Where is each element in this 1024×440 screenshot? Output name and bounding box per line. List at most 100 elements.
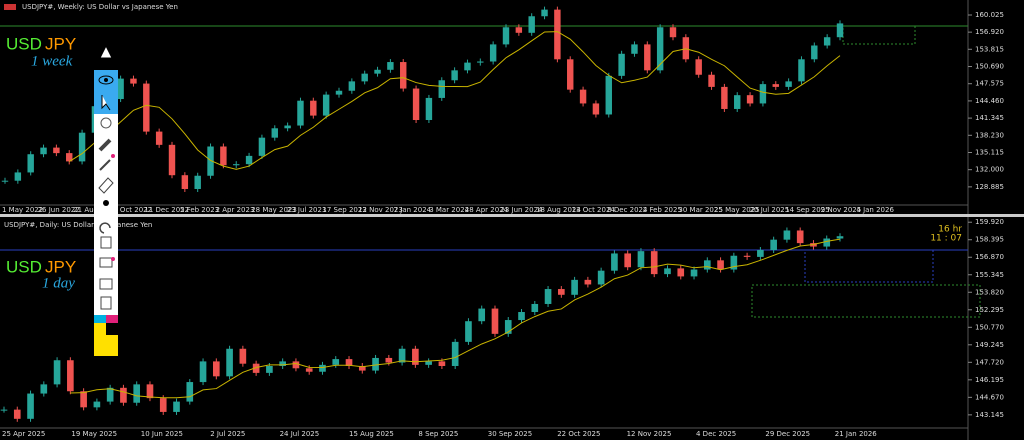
y-tick-label: 138.230 — [975, 131, 1004, 139]
candle — [258, 137, 266, 156]
candle — [173, 401, 180, 412]
candle — [558, 289, 565, 295]
y-tick-label: 150.770 — [975, 323, 1004, 331]
color-swatch[interactable] — [106, 323, 118, 335]
candle — [66, 153, 73, 162]
candle — [451, 70, 458, 81]
candle — [40, 147, 47, 155]
x-tick-label: 5 Feb 2023 — [180, 206, 219, 214]
magnet-icon[interactable] — [100, 117, 112, 129]
y-tick-label: 153.815 — [975, 45, 1004, 53]
x-tick-label: 7 Jan 2024 — [394, 206, 432, 214]
candle — [798, 59, 805, 82]
candle — [592, 103, 600, 115]
x-tick-label: 23 Jun 2024 — [500, 206, 543, 214]
symbol-quote: JPY — [45, 257, 76, 276]
x-tick-label: 21 Jan 2026 — [835, 430, 878, 438]
candle — [358, 365, 366, 371]
candle — [746, 95, 754, 104]
candle — [106, 387, 114, 402]
x-tick-label: 30 Sep 2025 — [488, 430, 532, 438]
x-tick-label: 18 Aug 2024 — [536, 206, 581, 214]
candle — [785, 81, 792, 87]
dot — [111, 154, 115, 158]
x-tick-label: 4 Jan 2026 — [856, 206, 894, 214]
candle — [757, 250, 764, 257]
candle — [783, 230, 791, 240]
color-swatch[interactable] — [106, 315, 118, 323]
candle — [656, 27, 664, 71]
y-tick-label: 147.720 — [975, 358, 1004, 366]
candle — [361, 73, 368, 82]
x-tick-label: 1 May 2022 — [2, 206, 43, 214]
candle — [233, 164, 240, 166]
candle — [266, 365, 273, 373]
x-tick-label: 3 Mar 2024 — [429, 206, 469, 214]
toolbar-active — [94, 70, 118, 114]
template-icon[interactable] — [99, 257, 113, 268]
y-tick-label: 144.460 — [975, 97, 1004, 105]
candle — [27, 154, 34, 173]
candle — [252, 363, 260, 373]
candle — [284, 125, 291, 129]
eye-pupil — [104, 78, 108, 82]
candle — [292, 361, 300, 369]
color-swatch[interactable] — [94, 315, 106, 323]
candle — [385, 357, 393, 363]
candle — [412, 88, 420, 121]
x-tick-label: 22 Oct 2025 — [557, 430, 600, 438]
line-icon[interactable] — [99, 159, 111, 171]
zone — [751, 284, 981, 318]
eye-icon[interactable] — [98, 75, 114, 85]
candle — [554, 9, 561, 60]
candle — [734, 95, 741, 109]
y-tick-label: 128.885 — [975, 183, 1004, 191]
timeframe: 1 week — [31, 53, 73, 69]
candle — [478, 308, 486, 322]
candle — [67, 360, 74, 392]
candle — [348, 81, 356, 91]
x-tick-label: 28 May 2023 — [251, 206, 297, 214]
zone — [804, 249, 934, 283]
eraser-icon[interactable] — [98, 177, 114, 194]
x-tick-label: 26 Jun 2022 — [38, 206, 80, 214]
candle — [770, 239, 777, 251]
x-tick-label: 23 Jul 2023 — [287, 206, 327, 214]
trash-icon[interactable] — [100, 236, 112, 249]
candle — [465, 321, 472, 342]
candle — [571, 279, 578, 295]
color-swatch[interactable] — [94, 323, 106, 335]
candle — [477, 61, 484, 63]
y-tick-label: 147.575 — [975, 80, 1004, 88]
candle — [489, 44, 497, 62]
candle — [387, 62, 394, 70]
candle — [584, 279, 592, 285]
candle — [27, 393, 34, 419]
pencil-icon[interactable] — [98, 138, 112, 152]
pen-icon[interactable] — [99, 44, 113, 59]
candle — [322, 94, 330, 116]
candle — [438, 80, 445, 98]
camera-icon[interactable] — [99, 278, 113, 290]
x-tick-label: 17 Sep 2023 — [322, 206, 366, 214]
candle — [721, 86, 728, 109]
candle — [669, 27, 677, 38]
candle — [823, 238, 831, 247]
candle — [319, 364, 326, 372]
candle — [637, 251, 645, 268]
candle — [618, 53, 625, 76]
chart-title: USDJPY#, Weekly: US Dollar vs Japanese Y… — [22, 3, 178, 11]
candle — [120, 387, 127, 403]
cursor-icon[interactable] — [101, 95, 111, 111]
dot-icon[interactable] — [103, 200, 109, 206]
candle — [159, 398, 167, 412]
x-tick-label: 28 Apr 2024 — [465, 206, 509, 214]
undo-icon[interactable] — [99, 222, 111, 234]
candle — [451, 341, 459, 366]
panel-separator — [0, 214, 1024, 217]
candle — [631, 44, 638, 54]
color-swatch[interactable] — [94, 335, 118, 356]
candle — [345, 359, 353, 366]
clipboard-icon[interactable] — [100, 296, 112, 310]
